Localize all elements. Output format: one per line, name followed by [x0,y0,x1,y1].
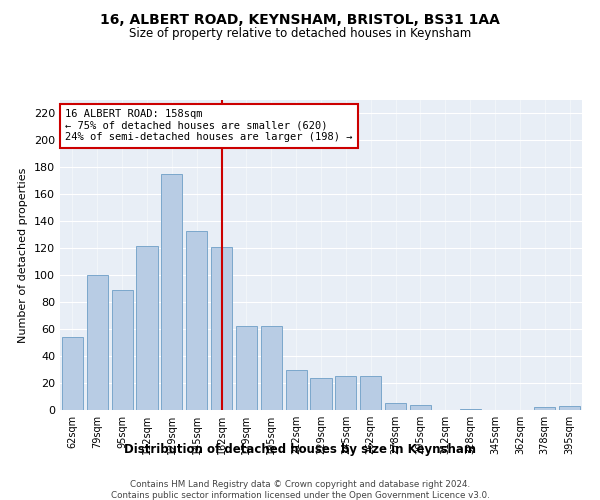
Text: Distribution of detached houses by size in Keynsham: Distribution of detached houses by size … [124,442,476,456]
Bar [335,376,356,410]
Text: 16, ALBERT ROAD, KEYNSHAM, BRISTOL, BS31 1AA: 16, ALBERT ROAD, KEYNSHAM, BRISTOL, BS31… [100,12,500,26]
Bar [136,246,158,410]
Bar [261,326,282,410]
Text: Contains HM Land Registry data © Crown copyright and database right 2024.: Contains HM Land Registry data © Crown c… [130,480,470,489]
Bar [87,275,108,410]
Bar [286,370,307,410]
Bar [236,326,257,410]
Bar [310,378,332,410]
Bar [112,290,133,410]
Bar [62,337,83,410]
Y-axis label: Number of detached properties: Number of detached properties [19,168,28,342]
Bar [385,404,406,410]
Bar [559,406,580,410]
Text: Size of property relative to detached houses in Keynsham: Size of property relative to detached ho… [129,28,471,40]
Text: 16 ALBERT ROAD: 158sqm
← 75% of detached houses are smaller (620)
24% of semi-de: 16 ALBERT ROAD: 158sqm ← 75% of detached… [65,110,353,142]
Bar [360,376,381,410]
Bar [534,408,555,410]
Bar [211,247,232,410]
Bar [410,404,431,410]
Bar [186,230,207,410]
Bar [161,174,182,410]
Text: Contains public sector information licensed under the Open Government Licence v3: Contains public sector information licen… [110,491,490,500]
Bar [460,408,481,410]
